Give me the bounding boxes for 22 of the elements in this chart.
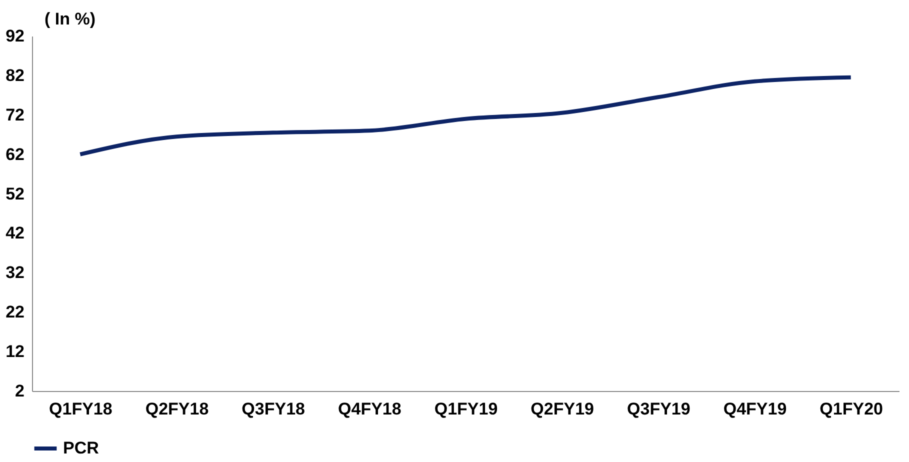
y-tick-label: 2	[15, 382, 24, 400]
x-tick-label: Q1FY18	[49, 400, 112, 418]
y-tick-label: 22	[6, 302, 24, 322]
y-tick-label: 92	[6, 26, 24, 46]
y-axis-title: ( In %)	[44, 10, 96, 28]
x-tick-label: Q4FY18	[338, 400, 402, 418]
y-tick-label: 72	[6, 105, 24, 124]
y-tick-label: 62	[6, 144, 24, 164]
y-tick-label: 32	[6, 263, 24, 282]
y-tick-label: 52	[6, 184, 24, 204]
x-tick-label: Q4FY19	[723, 400, 787, 418]
y-tick-label: 12	[6, 342, 24, 362]
x-tick-label: Q1FY20	[820, 400, 883, 418]
x-tick-label: Q2FY18	[145, 400, 209, 418]
y-tick-label: 42	[6, 224, 24, 243]
x-tick-label: Q2FY19	[530, 400, 594, 418]
line-series	[78, 75, 853, 156]
legend-label: PCR	[63, 438, 99, 458]
y-tick-label: 82	[6, 66, 24, 85]
x-tick-label: Q1FY19	[434, 400, 498, 418]
x-tick-label: Q3FY19	[627, 400, 690, 418]
x-tick-label: Q3FY18	[242, 400, 305, 418]
